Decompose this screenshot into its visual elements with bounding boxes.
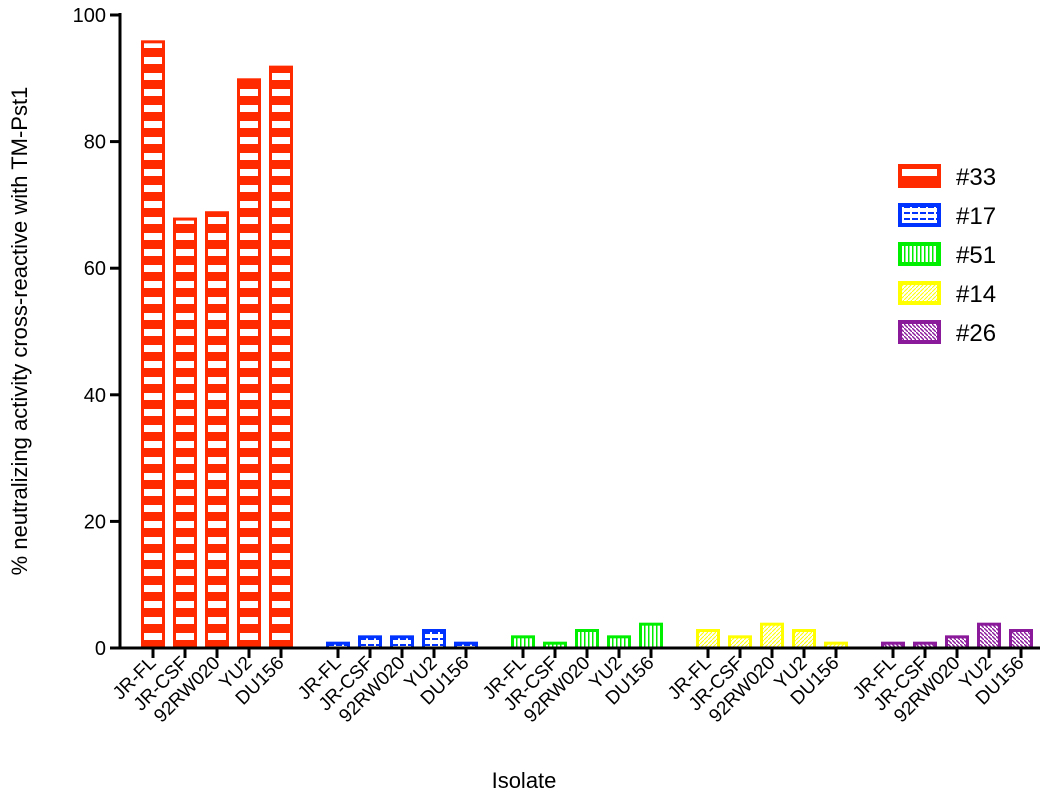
bar-fill [392, 637, 412, 648]
bar [269, 65, 293, 650]
bar [977, 622, 1001, 650]
bar [792, 629, 816, 650]
bar-fill [360, 637, 380, 648]
legend-swatch [898, 242, 941, 266]
bar-fill [239, 80, 259, 649]
bar [390, 635, 414, 650]
y-tick-label: 20 [84, 511, 106, 533]
legend-swatch [898, 164, 941, 188]
legend-swatch-fill [900, 205, 939, 225]
bar [141, 40, 165, 650]
bar [696, 629, 720, 650]
bar-fill [456, 643, 476, 648]
y-tick-label: 60 [84, 258, 106, 280]
bar-fill [609, 637, 629, 648]
bar [358, 635, 382, 650]
bar-fill [328, 643, 348, 648]
bar [1009, 629, 1033, 650]
bar [173, 217, 197, 650]
legend-swatch [898, 320, 941, 344]
bar-fill [207, 213, 227, 649]
legend-entry: #33 [898, 164, 996, 191]
bar [945, 635, 969, 650]
bar-fill [762, 624, 782, 648]
bar-fill [730, 637, 750, 648]
bar-fill [143, 42, 163, 648]
legend-label: #17 [956, 203, 996, 230]
bars-layer [141, 40, 1033, 650]
legend-label: #14 [956, 281, 996, 308]
y-tick-label: 40 [84, 385, 106, 407]
legend: #33 #17 #51 #14 #26 [898, 164, 996, 347]
y-tick-label: 100 [73, 5, 106, 27]
y-tick-label: 0 [95, 638, 106, 660]
bar [575, 629, 599, 650]
legend-label: #51 [956, 242, 996, 269]
bar-fill [883, 643, 903, 648]
bar [639, 622, 663, 650]
legend-label: #33 [956, 164, 996, 191]
bar-fill [424, 631, 444, 648]
legend-entry: #14 [898, 281, 996, 308]
bar [511, 635, 535, 650]
bar-fill [947, 637, 967, 648]
bar-fill [641, 624, 661, 648]
bar [728, 635, 752, 650]
bar-fill [577, 631, 597, 648]
legend-swatch [898, 281, 941, 305]
bar-fill [545, 643, 565, 648]
y-axis-title: % neutralizing activity cross-reactive w… [7, 87, 32, 576]
legend-swatch-fill [900, 283, 939, 303]
bar [607, 635, 631, 650]
bar-fill [513, 637, 533, 648]
bar [205, 211, 229, 650]
bar-fill [979, 624, 999, 648]
bar-fill [794, 631, 814, 648]
bar-fill [1011, 631, 1031, 648]
bar-fill [915, 643, 935, 648]
bar [422, 629, 446, 650]
bar [237, 78, 261, 650]
legend-swatch [898, 203, 941, 227]
x-axis-title: Isolate [492, 768, 557, 793]
bar-fill [271, 67, 291, 648]
bar [760, 622, 784, 650]
bar-fill [698, 631, 718, 648]
bar-fill [175, 219, 195, 648]
legend-label: #26 [956, 320, 996, 347]
y-tick-label: 80 [84, 132, 106, 154]
legend-entry: #26 [898, 320, 996, 347]
bar-fill [826, 643, 846, 648]
legend-entry: #51 [898, 242, 996, 269]
legend-swatch-fill [900, 244, 939, 264]
legend-swatch-fill [900, 166, 939, 186]
legend-swatch-fill [900, 322, 939, 342]
legend-entry: #17 [898, 203, 996, 230]
